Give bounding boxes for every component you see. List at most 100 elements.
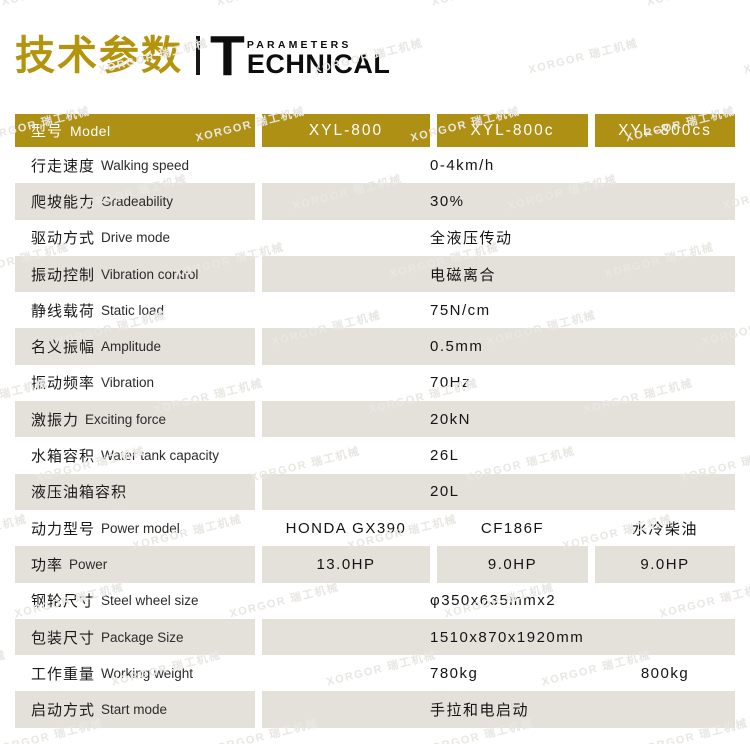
spec-value: HONDA GX390 [262,510,430,546]
table-header-row: 型号 Model XYL-800 XYL-800c XYL-800cs [15,114,735,147]
spec-value: 0.5mm [262,328,735,365]
spec-value: 1510x870x1920mm [262,618,735,656]
spec-label-en: Gradeability [101,193,174,209]
spec-value-text: 26L [430,447,460,465]
spec-value: CF186F [437,510,588,546]
spec-label-zh: 液压油箱容积 [31,484,128,502]
spec-value: 780kg [262,655,588,691]
spec-label: 激振力 Exciting force [15,401,255,438]
title-technical: ECHNICAL [246,49,391,79]
spec-value: 26L [262,437,735,473]
spec-value-text: φ350x635mmx2 [430,592,557,610]
table-row: 驱动方式 Drive mode 全液压传动 [15,220,735,256]
spec-label-en: Steel wheel size [101,593,199,609]
spec-label-zh: 启动方式 [31,702,96,720]
spec-value: 75N/cm [262,292,735,328]
table-row: 行走速度 Walking speed 0-4km/h [15,147,735,183]
watermark-text: XORGOR 瑞工机械 [215,0,328,9]
spec-label-zh: 名义振幅 [31,339,96,357]
spec-label: 行走速度 Walking speed [15,147,255,183]
table-row: 静线载荷 Static load 75N/cm [15,292,735,328]
table-header-model-1: XYL-800 [262,114,430,147]
table-row: 钢轮尺寸 Steel wheel size φ350x635mmx2 [15,583,735,619]
table-row: 工作重量 Working weight 780kg 800kg [15,655,735,691]
spec-value: 0-4km/h [262,147,735,183]
spec-label: 动力型号 Power model [15,510,255,546]
table-header-model-3: XYL-800cs [595,114,735,147]
page-title-zh: 技术参数 [15,34,183,78]
spec-value-text: 13.0HP [316,555,376,573]
watermark-text: XORGOR 瑞工机械 [430,0,543,9]
table-row: 名义振幅 Amplitude 0.5mm [15,328,735,365]
spec-value-text: 30% [430,192,465,210]
spec-label-zh: 工作重量 [31,665,96,683]
spec-label-en: Static load [101,302,165,318]
watermark-text: XORGOR 瑞工机械 [0,0,113,9]
spec-label-zh: 爬坡能力 [31,193,96,211]
header-label-en: Model [70,122,111,139]
spec-value-text: 9.0HP [487,555,538,573]
spec-label-zh: 振动控制 [31,266,96,284]
spec-label: 液压油箱容积 [15,473,255,510]
spec-value: φ350x635mmx2 [262,583,735,619]
spec-label-en: Vibration [101,375,155,391]
table-row: 液压油箱容积 20L [15,473,735,510]
spec-label-zh: 振动频率 [31,375,96,393]
table-body: 行走速度 Walking speed 0-4km/h 爬坡能力 Gradeability… [15,147,735,728]
spec-label: 驱动方式 Drive mode [15,220,255,256]
table-row: 振动频率 Vibration 70Hz [15,365,735,401]
title-divider [196,36,200,75]
page-title: 技术参数 T PARAMETERS ECHNICAL [15,24,391,88]
spec-label-zh: 驱动方式 [31,230,96,248]
spec-value-text: 20L [430,483,460,501]
spec-label: 工作重量 Working weight [15,655,255,691]
watermark-text: XORGOR 瑞工机械 [742,38,750,77]
watermark-text: XORGOR 瑞工机械 [645,0,750,9]
spec-value-text: HONDA GX390 [285,519,407,537]
spec-value: 20kN [262,401,735,438]
spec-value: 13.0HP [262,546,430,583]
table-row: 激振力 Exciting force 20kN [15,401,735,438]
spec-label-en: Package Size [101,629,184,645]
spec-value-text: 20kN [430,410,472,428]
spec-value: 9.0HP [437,546,588,583]
spec-value: 800kg [595,655,735,691]
table-row: 振动控制 Vibration control 电磁离合 [15,255,735,293]
spec-label-zh: 行走速度 [31,157,96,175]
table-header-model-2: XYL-800c [437,114,588,147]
spec-value-text: 0-4km/h [430,156,495,174]
spec-label-en: Water tank capacity [101,448,220,464]
spec-label: 启动方式 Start mode [15,691,255,728]
spec-label: 爬坡能力 Gradeability [15,183,255,220]
spec-value-text: 800kg [640,664,690,682]
spec-label: 水箱容积 Water tank capacity [15,437,255,473]
title-initial: T [210,24,245,88]
spec-label-zh: 水箱容积 [31,448,96,466]
spec-table: 型号 Model XYL-800 XYL-800c XYL-800cs 行走速度… [15,114,735,728]
table-row: 水箱容积 Water tank capacity 26L [15,437,735,473]
table-row: 爬坡能力 Gradeability 30% [15,183,735,220]
watermark-text: XORGOR 瑞工机械 [0,649,8,689]
spec-value-text: 9.0HP [640,555,690,573]
spec-value-text: 75N/cm [430,301,491,319]
spec-label-en: Power [69,556,108,572]
spec-label-zh: 静线载荷 [31,302,96,320]
spec-value: 全液压传动 [262,220,735,256]
spec-value: 水冷柴油 [595,510,735,546]
spec-value-text: 电磁离合 [430,266,497,284]
spec-label: 振动控制 Vibration control [15,255,255,293]
spec-value-text: 0.5mm [430,338,484,356]
table-row: 功率 Power 13.0HP 9.0HP 9.0HP [15,546,735,583]
spec-label: 静线载荷 Static load [15,292,255,328]
spec-value-text: 水冷柴油 [631,520,698,538]
spec-label-zh: 功率 [31,556,64,574]
spec-label-en: Working weight [101,665,194,681]
spec-label-en: Exciting force [85,411,167,427]
spec-label: 振动频率 Vibration [15,365,255,401]
spec-value: 9.0HP [595,546,735,583]
spec-label: 功率 Power [15,546,255,583]
spec-label: 包装尺寸 Package Size [15,618,255,656]
spec-value: 20L [262,473,735,510]
spec-label-en: Start mode [101,702,168,718]
